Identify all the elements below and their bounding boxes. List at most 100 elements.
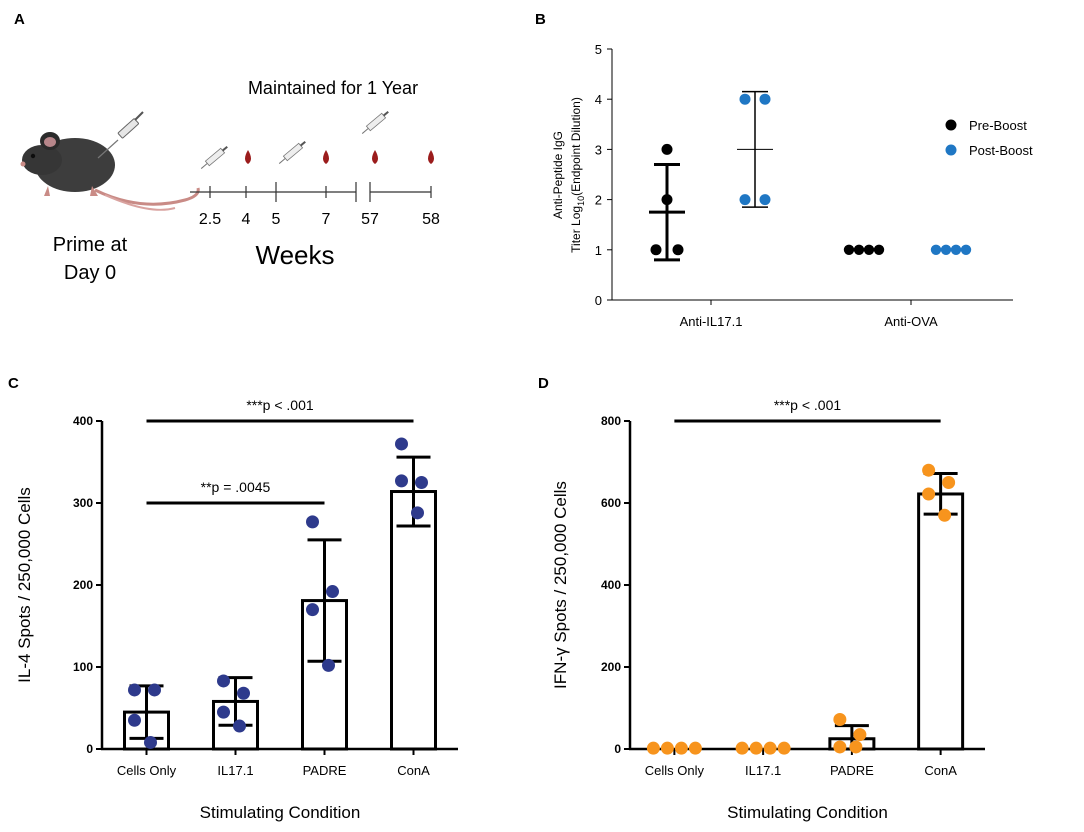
data-point	[306, 515, 319, 529]
y-tick-label: 600	[601, 496, 621, 510]
data-point	[646, 741, 660, 755]
data-point	[930, 244, 942, 255]
data-point	[759, 93, 771, 105]
panel-c-label: C	[8, 375, 19, 392]
data-point	[853, 728, 867, 742]
data-point	[942, 476, 956, 489]
syringe-icon	[361, 110, 389, 134]
x-axis-title: Stimulating Condition	[200, 803, 361, 822]
data-point	[306, 603, 319, 617]
x-tick-label: PADRE	[303, 763, 347, 778]
y-tick-label: 1	[595, 243, 602, 258]
x-tick-label: PADRE	[830, 763, 874, 778]
data-point	[833, 712, 847, 726]
y-tick-label: 2	[595, 193, 602, 208]
x-tick-label: Cells Only	[117, 763, 177, 778]
data-point	[940, 244, 952, 255]
legend-marker	[945, 119, 957, 131]
data-point	[853, 244, 865, 255]
y-tick-label: 4	[595, 92, 602, 107]
data-point	[763, 741, 777, 755]
data-point	[863, 244, 875, 255]
y-axis-title-subscript: 10	[576, 196, 586, 206]
y-axis-title: IL-4 Spots / 250,000 Cells	[15, 487, 34, 683]
data-point	[849, 740, 863, 754]
chart-d: 0 200 400 600 800 Cells Only IL17.1 PADRE ConA **…	[551, 397, 985, 822]
data-point	[395, 474, 408, 488]
data-point	[777, 741, 791, 755]
data-point	[395, 437, 408, 451]
data-point	[688, 741, 702, 755]
y-axis-title-prefix: Titer Log	[569, 206, 583, 253]
significance-label: **p = .0045	[201, 479, 271, 495]
data-point	[650, 244, 662, 256]
y-tick-label: 200	[73, 578, 93, 592]
data-point	[833, 740, 847, 754]
blood-drop-icon	[428, 150, 434, 164]
week-label: 58	[422, 211, 440, 228]
y-axis-title: IFN-γ Spots / 250,000 Cells	[551, 481, 570, 689]
y-tick-label: 400	[73, 414, 93, 428]
y-axis-title-line1: Anti-Peptide IgG	[551, 131, 565, 219]
x-tick-label: ConA	[924, 763, 957, 778]
data-point	[237, 686, 250, 700]
syringe-icon	[97, 111, 144, 159]
x-tick-label: Cells Only	[645, 763, 705, 778]
data-point	[233, 719, 246, 733]
mouse-icon	[20, 132, 200, 211]
y-tick-label: 3	[595, 142, 602, 157]
data-point	[661, 143, 673, 155]
week-label: 2.5	[199, 211, 221, 228]
blood-drop-icon	[372, 150, 378, 164]
legend-label: Pre-Boost	[969, 118, 1027, 133]
panel-b-label: B	[535, 11, 546, 28]
data-point	[217, 705, 230, 719]
week-labels: 2.5 4 5 7 57 58	[199, 211, 440, 228]
week-label: 5	[272, 211, 281, 228]
significance-label: ***p < .001	[774, 397, 842, 413]
bar	[917, 492, 965, 751]
data-point	[322, 658, 335, 672]
data-point	[843, 244, 855, 255]
data-point	[938, 508, 952, 522]
prime-label-line1: Prime at	[53, 234, 128, 256]
x-tick-label: IL17.1	[217, 763, 253, 778]
blood-drop-icon	[323, 150, 329, 164]
syringe-icon	[200, 145, 228, 169]
data-point	[759, 194, 771, 206]
data-point	[739, 194, 751, 206]
y-axis-title-line2: Titer Log10(Endpoint Dilution)	[569, 97, 586, 253]
weeks-axis-title: Weeks	[256, 240, 335, 270]
y-tick-label: 800	[601, 414, 621, 428]
y-tick-label: 0	[86, 742, 93, 756]
data-point	[661, 194, 673, 206]
data-point	[674, 741, 688, 755]
legend-label: Post-Boost	[969, 143, 1033, 158]
week-label: 7	[322, 211, 331, 228]
data-point	[922, 487, 936, 501]
week-label: 57	[361, 211, 379, 228]
data-point	[660, 741, 674, 755]
significance-label: ***p < .001	[246, 397, 314, 413]
data-point	[739, 93, 751, 105]
week-label: 4	[242, 211, 251, 228]
data-point	[144, 735, 157, 749]
data-point	[128, 713, 141, 727]
prime-label-line2: Day 0	[64, 262, 116, 284]
chart-b: 0 1 2 3 4 5 Anti-IL17.1 Anti-OVA Anti-Peptide Ig…	[551, 42, 1033, 329]
data-point	[749, 741, 763, 755]
syringe-icon	[278, 140, 306, 164]
bar	[390, 490, 437, 751]
data-point	[922, 463, 936, 477]
data-point	[148, 683, 161, 697]
maintained-label: Maintained for 1 Year	[248, 78, 418, 98]
data-point	[415, 476, 428, 489]
data-point	[960, 244, 972, 255]
x-tick-label: ConA	[397, 763, 430, 778]
data-point	[950, 244, 962, 255]
data-point	[735, 741, 749, 755]
y-tick-label: 200	[601, 660, 621, 674]
chart-c: 0 100 200 300 400 Cells Only IL17.1 PADRE ConA **…	[15, 397, 458, 822]
x-tick-label: Anti-IL17.1	[680, 314, 743, 329]
y-tick-label: 300	[73, 496, 93, 510]
